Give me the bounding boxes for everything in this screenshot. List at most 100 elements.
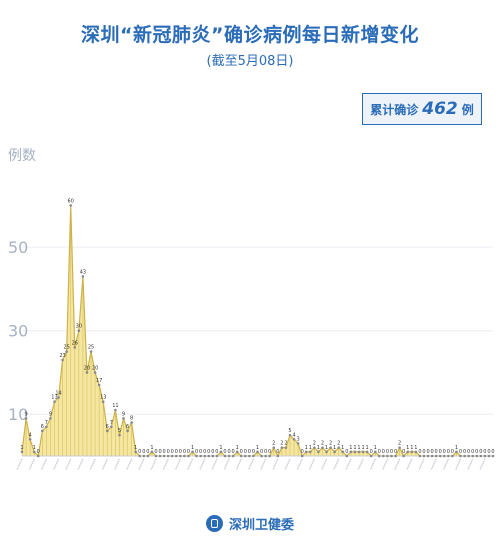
data-label: 6 xyxy=(106,424,109,430)
data-label: 1 xyxy=(341,445,344,451)
data-point xyxy=(276,454,280,458)
data-label: 9 xyxy=(49,411,52,417)
x-tick-mark xyxy=(162,458,169,471)
data-point xyxy=(280,446,284,449)
data-point xyxy=(268,454,271,458)
data-point xyxy=(138,454,142,458)
data-point xyxy=(386,454,389,458)
x-tick-mark xyxy=(479,458,486,471)
data-point xyxy=(248,454,251,458)
data-label: 25 xyxy=(63,345,69,351)
data-label: 0 xyxy=(370,449,373,455)
data-point xyxy=(203,454,207,458)
data-label: 0 xyxy=(422,449,425,455)
data-label: 26 xyxy=(72,340,78,346)
data-label: 1 xyxy=(256,445,259,451)
data-point xyxy=(365,450,369,454)
data-point xyxy=(28,437,32,441)
data-point xyxy=(373,450,377,454)
data-point xyxy=(317,450,320,454)
data-label: 1 xyxy=(325,445,328,451)
data-label: 2 xyxy=(329,441,332,447)
data-label: 0 xyxy=(203,449,206,455)
data-label: 1 xyxy=(333,445,336,451)
data-label: 43 xyxy=(80,269,86,275)
data-label: 0 xyxy=(260,449,263,455)
x-tick-mark xyxy=(467,458,474,471)
x-tick-mark xyxy=(333,458,340,471)
x-tick-mark xyxy=(393,458,401,471)
data-label: 13 xyxy=(51,395,57,401)
data-point xyxy=(329,446,332,449)
data-label: 0 xyxy=(435,449,438,455)
data-label: 23 xyxy=(59,353,65,359)
data-label: 1 xyxy=(374,445,377,451)
data-point xyxy=(402,454,405,458)
data-label: 1 xyxy=(349,445,352,451)
x-tick-mark xyxy=(430,458,437,471)
data-point xyxy=(146,454,150,458)
data-label: 0 xyxy=(463,449,466,455)
data-label: 7 xyxy=(110,420,113,426)
data-point xyxy=(130,421,133,424)
x-tick-mark xyxy=(101,458,108,471)
data-point xyxy=(272,446,276,449)
data-point xyxy=(288,433,292,437)
data-label: 0 xyxy=(163,449,166,455)
data-point xyxy=(126,429,129,433)
data-point xyxy=(170,454,174,458)
data-point xyxy=(463,454,466,458)
x-tick-mark xyxy=(223,458,230,471)
data-point xyxy=(406,450,410,454)
data-label: 2 xyxy=(321,441,324,447)
data-label: 0 xyxy=(479,449,482,455)
data-label: 4 xyxy=(292,432,295,438)
data-point xyxy=(89,350,93,353)
data-point xyxy=(85,371,89,374)
data-label: 0 xyxy=(146,449,149,455)
data-label: 0 xyxy=(426,449,429,455)
data-point xyxy=(36,454,40,458)
data-point xyxy=(337,446,341,449)
x-tick-mark xyxy=(308,458,315,471)
data-point xyxy=(81,275,85,278)
data-label: 0 xyxy=(345,449,348,455)
data-label: 0 xyxy=(390,449,393,455)
data-point xyxy=(260,454,263,458)
page-title: 深圳“新冠肺炎”确诊病例每日新增变化 xyxy=(81,24,419,46)
data-label: 1 xyxy=(361,445,364,451)
data-point xyxy=(162,454,166,458)
data-point xyxy=(357,450,361,454)
data-label: 5 xyxy=(118,428,121,434)
data-point xyxy=(382,454,385,458)
data-label: 2 xyxy=(284,441,287,447)
data-label: 0 xyxy=(418,449,421,455)
data-point xyxy=(491,454,495,458)
data-label: 0 xyxy=(431,449,434,455)
data-label: 6 xyxy=(126,424,129,430)
x-tick-mark xyxy=(442,458,449,471)
total-value: 462 xyxy=(422,99,458,119)
data-point xyxy=(451,454,454,458)
data-label: 0 xyxy=(443,449,446,455)
data-label: 0 xyxy=(467,449,470,455)
data-point xyxy=(122,417,125,420)
data-point xyxy=(479,454,483,458)
data-point xyxy=(223,454,227,458)
data-point xyxy=(105,429,109,433)
data-point xyxy=(256,450,259,454)
x-tick-mark xyxy=(406,458,413,471)
total-suffix: 例 xyxy=(461,102,474,117)
data-label: 8 xyxy=(130,416,133,422)
data-label: 20 xyxy=(92,365,98,371)
data-label: 0 xyxy=(248,449,251,455)
data-point xyxy=(154,454,158,458)
data-point xyxy=(97,383,101,387)
data-label: 0 xyxy=(252,449,255,455)
data-label: 0 xyxy=(175,449,178,455)
data-point xyxy=(41,429,44,433)
data-label: 0 xyxy=(195,449,198,455)
data-label: 1 xyxy=(20,445,23,451)
x-tick-mark xyxy=(235,458,242,471)
data-point xyxy=(183,454,186,458)
